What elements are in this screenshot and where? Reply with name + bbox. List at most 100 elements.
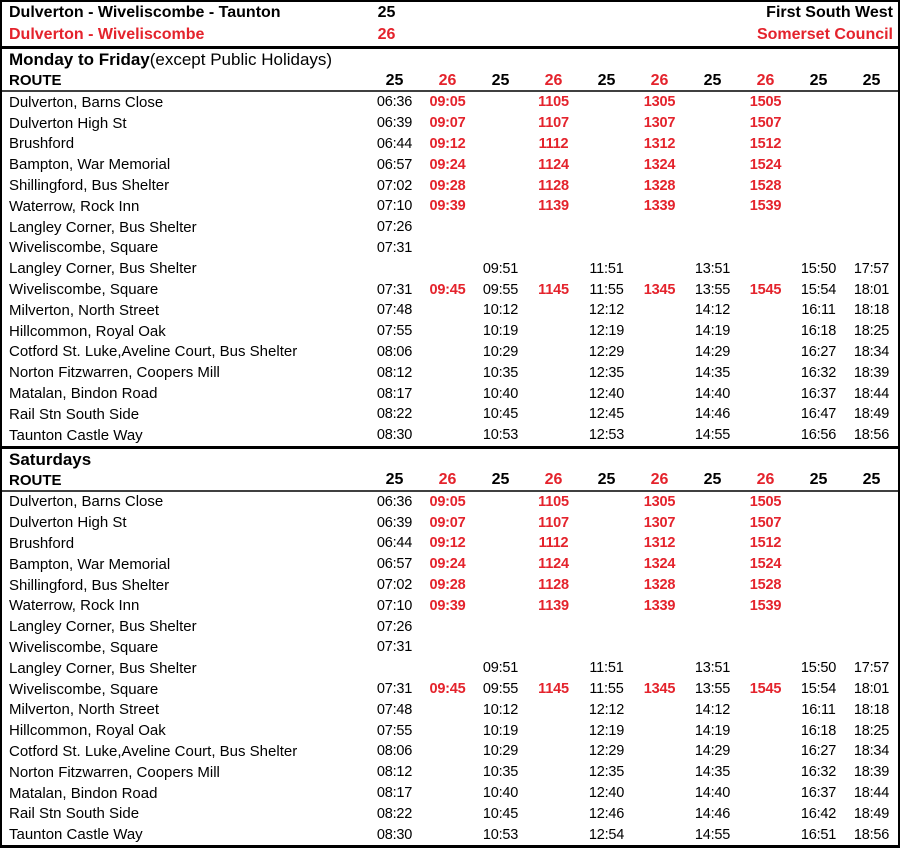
time-cell: 1345 [643,681,676,698]
table-row: Taunton Castle Way 08:30 10:53 12:54 14:55 16… [2,824,898,845]
route-label: ROUTE [9,471,62,489]
time-cell: 16:47 [800,406,837,423]
table-row: Dulverton, Barns Close 06:36 09:05 1105 1305… [2,492,898,513]
time-cell: 12:35 [588,764,625,781]
route-header-row: ROUTE 25 26 25 26 25 26 25 26 25 25 [2,71,898,92]
time-cell: 10:19 [482,722,519,739]
time-cell: 16:42 [800,805,837,822]
table-row: Wiveliscombe, Square 07:31 09:45 09:55 1145 1… [2,679,898,700]
time-cell: 07:48 [376,701,413,718]
time-cell: 12:53 [588,427,625,444]
table-row: Matalan, Bindon Road 08:17 10:40 12:40 14:40… [2,783,898,804]
time-cell: 09:12 [429,135,466,152]
stop-name: Wiveliscombe, Square [9,239,159,257]
time-cell: 16:11 [801,701,836,718]
time-cell: 18:39 [853,764,890,781]
table-row: Cotford St. Luke,Aveline Court, Bus Shel… [2,342,898,363]
time-cell: 12:29 [588,343,625,360]
time-cell: 09:51 [482,260,519,277]
stop-name: Bampton, War Memorial [9,555,171,573]
time-cell: 09:07 [429,115,466,132]
time-cell: 07:55 [376,323,413,340]
time-cell: 1528 [749,577,782,594]
time-cell: 1545 [749,281,782,298]
time-cell: 10:53 [482,427,519,444]
time-cell: 1307 [643,115,676,132]
time-cell: 09:24 [429,156,466,173]
time-cell: 11:55 [589,681,624,698]
stop-name: Rail Stn South Side [9,805,140,823]
stop-name: Taunton Castle Way [9,426,143,444]
time-cell: 16:51 [800,826,837,843]
time-cell: 1128 [538,177,569,194]
time-cell: 14:46 [694,805,731,822]
time-cell: 15:54 [800,681,837,698]
time-cell: 13:51 [694,660,731,677]
time-cell: 07:10 [376,597,413,614]
time-cell: 10:35 [482,764,519,781]
time-cell: 16:37 [800,785,837,802]
time-cell: 11:55 [589,281,624,298]
route-number-col: 25 [597,71,616,89]
stop-name: Langley Corner, Bus Shelter [9,618,197,636]
route-number-col: 26 [544,71,563,89]
route-number-col: 26 [756,471,775,488]
time-cell: 18:18 [853,701,890,718]
table-row: Milverton, North Street 07:48 10:12 12:12 14… [2,699,898,720]
time-cell: 07:10 [376,198,413,215]
time-cell: 1312 [643,135,676,152]
time-cell: 1512 [749,535,782,552]
time-cell: 07:26 [376,618,413,635]
time-cell: 08:06 [376,343,413,360]
time-cell: 07:48 [376,302,413,319]
time-cell: 1107 [538,514,569,531]
time-cell: 12:40 [588,385,625,402]
stop-name: Dulverton, Barns Close [9,93,164,111]
time-cell: 14:40 [694,785,731,802]
time-cell: 1107 [538,115,569,132]
time-cell: 14:40 [694,385,731,402]
section-title: Monday to Friday (except Public Holidays… [2,49,898,71]
stop-name: Matalan, Bindon Road [9,784,158,802]
table-row: Dulverton High St 06:39 09:07 1107 1307 1507 [2,512,898,533]
time-cell: 1345 [643,281,676,298]
stop-name: Cotford St. Luke,Aveline Court, Bus Shel… [9,343,298,361]
time-cell: 1105 [538,493,569,510]
time-cell: 14:35 [694,364,731,381]
stop-name: Norton Fitzwarren, Coopers Mill [9,763,220,781]
table-row: Bampton, War Memorial 06:57 09:24 1124 1324 1… [2,554,898,575]
operator-name: First South West [766,4,893,21]
time-cell: 10:12 [482,701,519,718]
time-cell: 12:35 [588,364,625,381]
stop-name: Waterrow, Rock Inn [9,597,140,615]
time-cell: 09:39 [429,597,466,614]
route-label: ROUTE [9,72,62,89]
stop-name: Taunton Castle Way [9,826,143,844]
time-cell: 18:25 [853,323,890,340]
time-cell: 14:29 [694,343,731,360]
route-number-col: 25 [597,471,616,488]
table-row: Brushford 06:44 09:12 1112 1312 1512 [2,134,898,155]
stop-name: Matalan, Bindon Road [9,385,158,403]
time-cell: 15:50 [800,260,837,277]
stop-name: Waterrow, Rock Inn [9,197,140,215]
table-row: Langley Corner, Bus Shelter 09:51 11:51 13:… [2,658,898,679]
time-cell: 1312 [643,535,676,552]
time-cell: 12:29 [588,743,625,760]
time-cell: 16:37 [800,385,837,402]
time-cell: 1139 [538,198,569,215]
stop-name: Milverton, North Street [9,701,160,719]
time-cell: 18:44 [853,785,890,802]
time-cell: 1524 [749,556,782,573]
time-cell: 11:51 [589,660,624,677]
time-cell: 16:32 [800,764,837,781]
time-cell: 10:35 [482,364,519,381]
section-title-note: (except Public Holidays) [149,50,333,69]
time-cell: 17:57 [853,660,890,677]
time-cell: 1545 [749,681,782,698]
table-row: Taunton Castle Way 08:30 10:53 12:53 14:55 16… [2,425,898,446]
time-cell: 18:01 [853,281,890,298]
time-cell: 06:39 [376,514,413,531]
section-divider [2,46,898,49]
